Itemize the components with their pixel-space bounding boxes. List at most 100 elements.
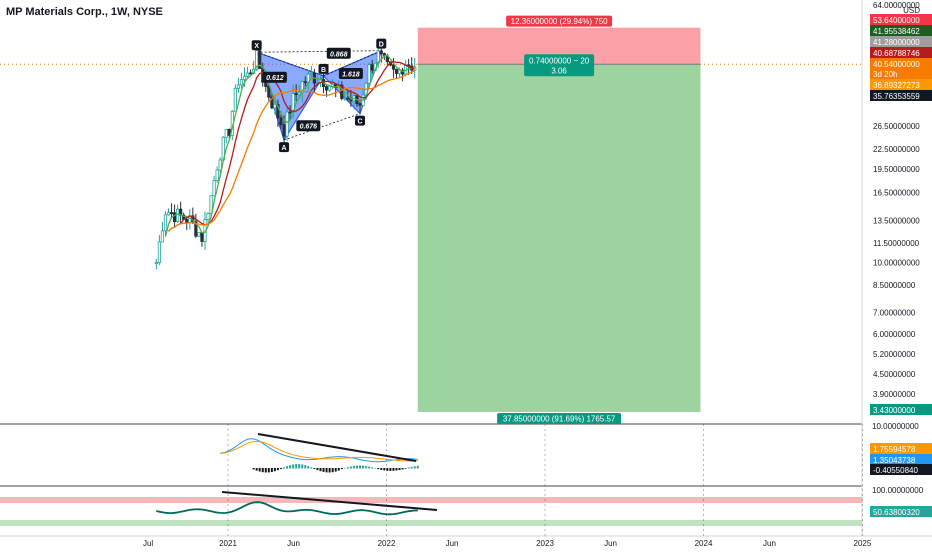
candle[interactable] — [258, 50, 262, 69]
candle[interactable] — [391, 64, 396, 70]
candle[interactable] — [367, 64, 371, 84]
candle[interactable] — [300, 81, 304, 94]
rsi-divergence-line[interactable] — [221, 491, 438, 511]
risk-label[interactable] — [506, 15, 613, 27]
macd-divergence-line[interactable] — [257, 433, 417, 462]
harmonic-point-label[interactable] — [279, 142, 290, 153]
candle[interactable] — [255, 50, 259, 70]
macd-histogram-bar — [343, 467, 346, 469]
candle[interactable] — [358, 103, 362, 106]
candle[interactable] — [297, 92, 301, 96]
candle[interactable] — [200, 232, 204, 242]
candle[interactable] — [212, 180, 216, 197]
candle[interactable] — [224, 128, 228, 138]
candle[interactable] — [273, 103, 277, 109]
macd-histogram-bar — [401, 468, 404, 470]
candle[interactable] — [379, 50, 383, 54]
candle[interactable] — [394, 68, 399, 74]
candle[interactable] — [343, 97, 347, 100]
price-tick-label: 19.50000000 — [873, 165, 920, 174]
macd-histogram-bar — [395, 468, 398, 471]
harmonic-point-text: A — [281, 145, 286, 152]
candle[interactable] — [172, 212, 177, 222]
macd-histogram-bar — [349, 466, 352, 469]
candle[interactable] — [215, 169, 219, 181]
reward-label[interactable] — [497, 412, 622, 424]
candle[interactable] — [340, 84, 344, 99]
candle[interactable] — [218, 159, 222, 171]
candle[interactable] — [285, 111, 289, 137]
candle[interactable] — [309, 72, 313, 75]
macd-histogram-bar — [322, 468, 325, 472]
harmonic-ratio-label[interactable] — [338, 68, 363, 80]
candle[interactable] — [206, 213, 210, 221]
center-label[interactable] — [524, 54, 595, 77]
candle[interactable] — [169, 212, 174, 215]
candle[interactable] — [288, 111, 292, 114]
moving-average-slow[interactable] — [168, 70, 415, 232]
rsi-value-badge — [870, 506, 932, 517]
harmonic-ratio-label[interactable] — [296, 120, 321, 132]
harmonic-point-label[interactable] — [318, 63, 329, 74]
candle[interactable] — [248, 72, 253, 75]
candle[interactable] — [236, 84, 241, 89]
candle[interactable] — [239, 79, 244, 86]
reward-zone[interactable] — [417, 64, 701, 412]
macd-histogram-bar — [255, 468, 258, 471]
candle[interactable] — [197, 232, 201, 237]
candle[interactable] — [154, 262, 158, 264]
macd-histogram-bar — [298, 464, 301, 469]
candle[interactable] — [233, 87, 237, 112]
macd-histogram-bar — [404, 468, 407, 469]
price-badge — [870, 90, 932, 101]
candle[interactable] — [194, 221, 198, 237]
harmonic-point-text: D — [379, 42, 384, 49]
candle[interactable] — [346, 97, 350, 100]
harmonic-ratio-label[interactable] — [262, 71, 287, 83]
harmonic-point-label[interactable] — [251, 40, 262, 51]
candle[interactable] — [279, 117, 283, 126]
candle[interactable] — [370, 64, 374, 71]
moving-average-fast[interactable] — [164, 54, 416, 237]
harmonic-ratio-text: 1.618 — [342, 72, 360, 79]
time-tick-label: Jun — [287, 539, 300, 548]
candle[interactable] — [242, 75, 247, 81]
macd-histogram-bar — [377, 468, 380, 470]
time-tick-label: Jun — [763, 539, 776, 548]
harmonic-ratio-text: 0.676 — [300, 124, 318, 131]
candle[interactable] — [328, 85, 332, 91]
candle[interactable] — [264, 81, 268, 87]
price-tick-label: 22.50000000 — [873, 145, 920, 154]
candle[interactable] — [166, 212, 171, 216]
candle[interactable] — [176, 208, 180, 222]
harmonic-ratio-label[interactable] — [326, 47, 351, 59]
candle[interactable] — [227, 128, 231, 136]
macd-histogram-bar — [289, 465, 292, 469]
candle[interactable] — [276, 103, 280, 119]
harmonic-point-label[interactable] — [376, 38, 387, 49]
candle[interactable] — [157, 241, 161, 263]
candle[interactable] — [267, 86, 271, 98]
candle[interactable] — [270, 96, 274, 109]
macd-histogram-bar — [270, 468, 273, 472]
chart-title: MP Materials Corp., 1W, NYSE — [6, 6, 163, 18]
macd-histogram-bar — [252, 468, 255, 470]
candle[interactable] — [245, 72, 250, 77]
candle[interactable] — [163, 214, 168, 232]
time-tick-label: Jun — [446, 539, 459, 548]
candle[interactable] — [294, 93, 298, 96]
candle[interactable] — [160, 230, 165, 243]
macd-value-badge — [870, 443, 932, 454]
harmonic-point-label[interactable] — [355, 115, 366, 126]
macd-histogram-bar — [365, 466, 368, 469]
macd-signal-line[interactable] — [220, 440, 418, 462]
rsi-line[interactable] — [156, 501, 418, 516]
harmonic-point-text: B — [321, 67, 326, 74]
candle[interactable] — [324, 86, 329, 91]
candle[interactable] — [303, 81, 307, 84]
time-tick-label: 2025 — [854, 539, 872, 548]
price-badge-text: 40.68788746 — [873, 49, 920, 58]
candle[interactable] — [282, 124, 286, 137]
